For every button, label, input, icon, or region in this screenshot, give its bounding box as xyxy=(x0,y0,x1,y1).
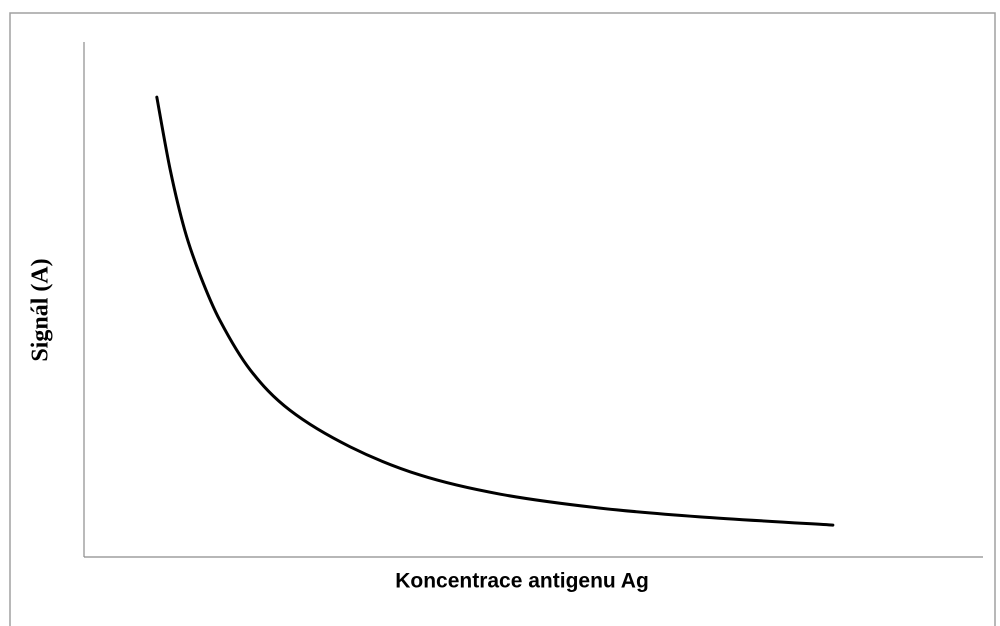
curve xyxy=(155,95,835,527)
y-axis-label: Signál (A) xyxy=(28,258,54,361)
frame xyxy=(9,12,996,626)
x-axis-label: Koncentrace antigenu Ag xyxy=(395,570,649,593)
